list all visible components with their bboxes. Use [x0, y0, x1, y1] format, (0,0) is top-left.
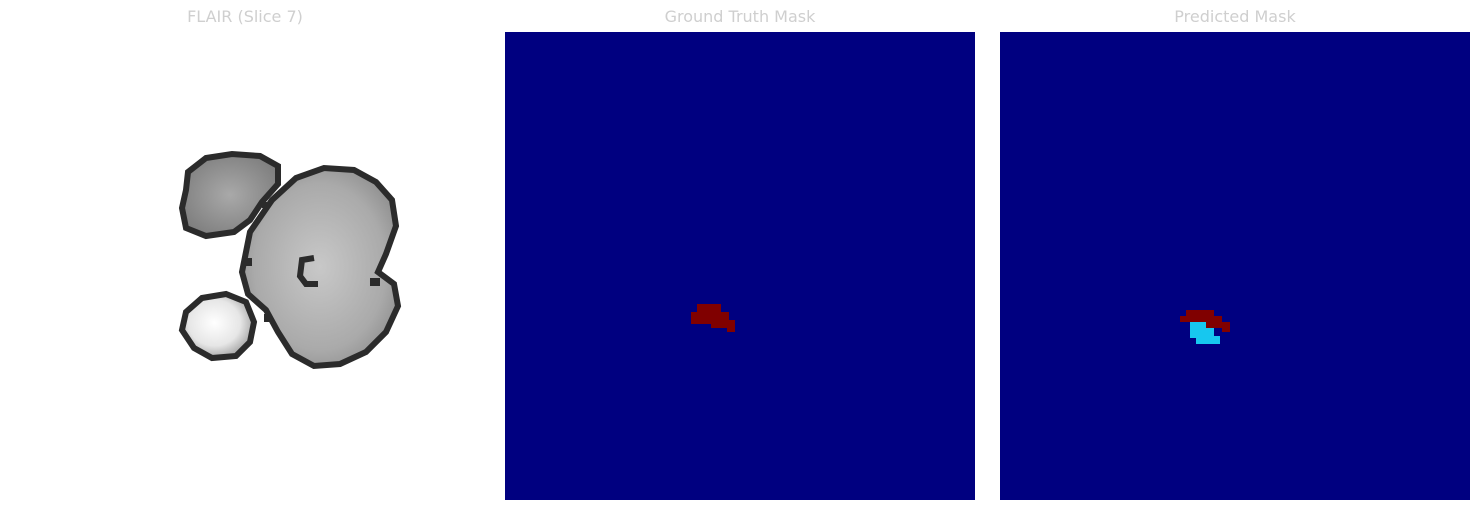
predicted-title: Predicted Mask [1174, 7, 1296, 26]
upper-left-lobe [178, 150, 281, 240]
ground-truth-title: Ground Truth Mask [664, 7, 816, 26]
flair-image [10, 32, 480, 500]
lower-left-lobe [178, 290, 258, 362]
flair-title: FLAIR (Slice 7) [187, 7, 303, 26]
flair-image-canvas [10, 32, 480, 500]
ground-truth-lesion [691, 304, 735, 332]
ground-truth-mask [505, 32, 975, 500]
main-brain-region [238, 164, 402, 370]
predicted-core [1180, 310, 1230, 332]
predicted-mask [1000, 32, 1470, 500]
ventricle-structure [296, 255, 318, 287]
predicted-edema [1190, 322, 1220, 344]
predicted-canvas [1000, 32, 1470, 500]
ground-truth-canvas [505, 32, 975, 500]
